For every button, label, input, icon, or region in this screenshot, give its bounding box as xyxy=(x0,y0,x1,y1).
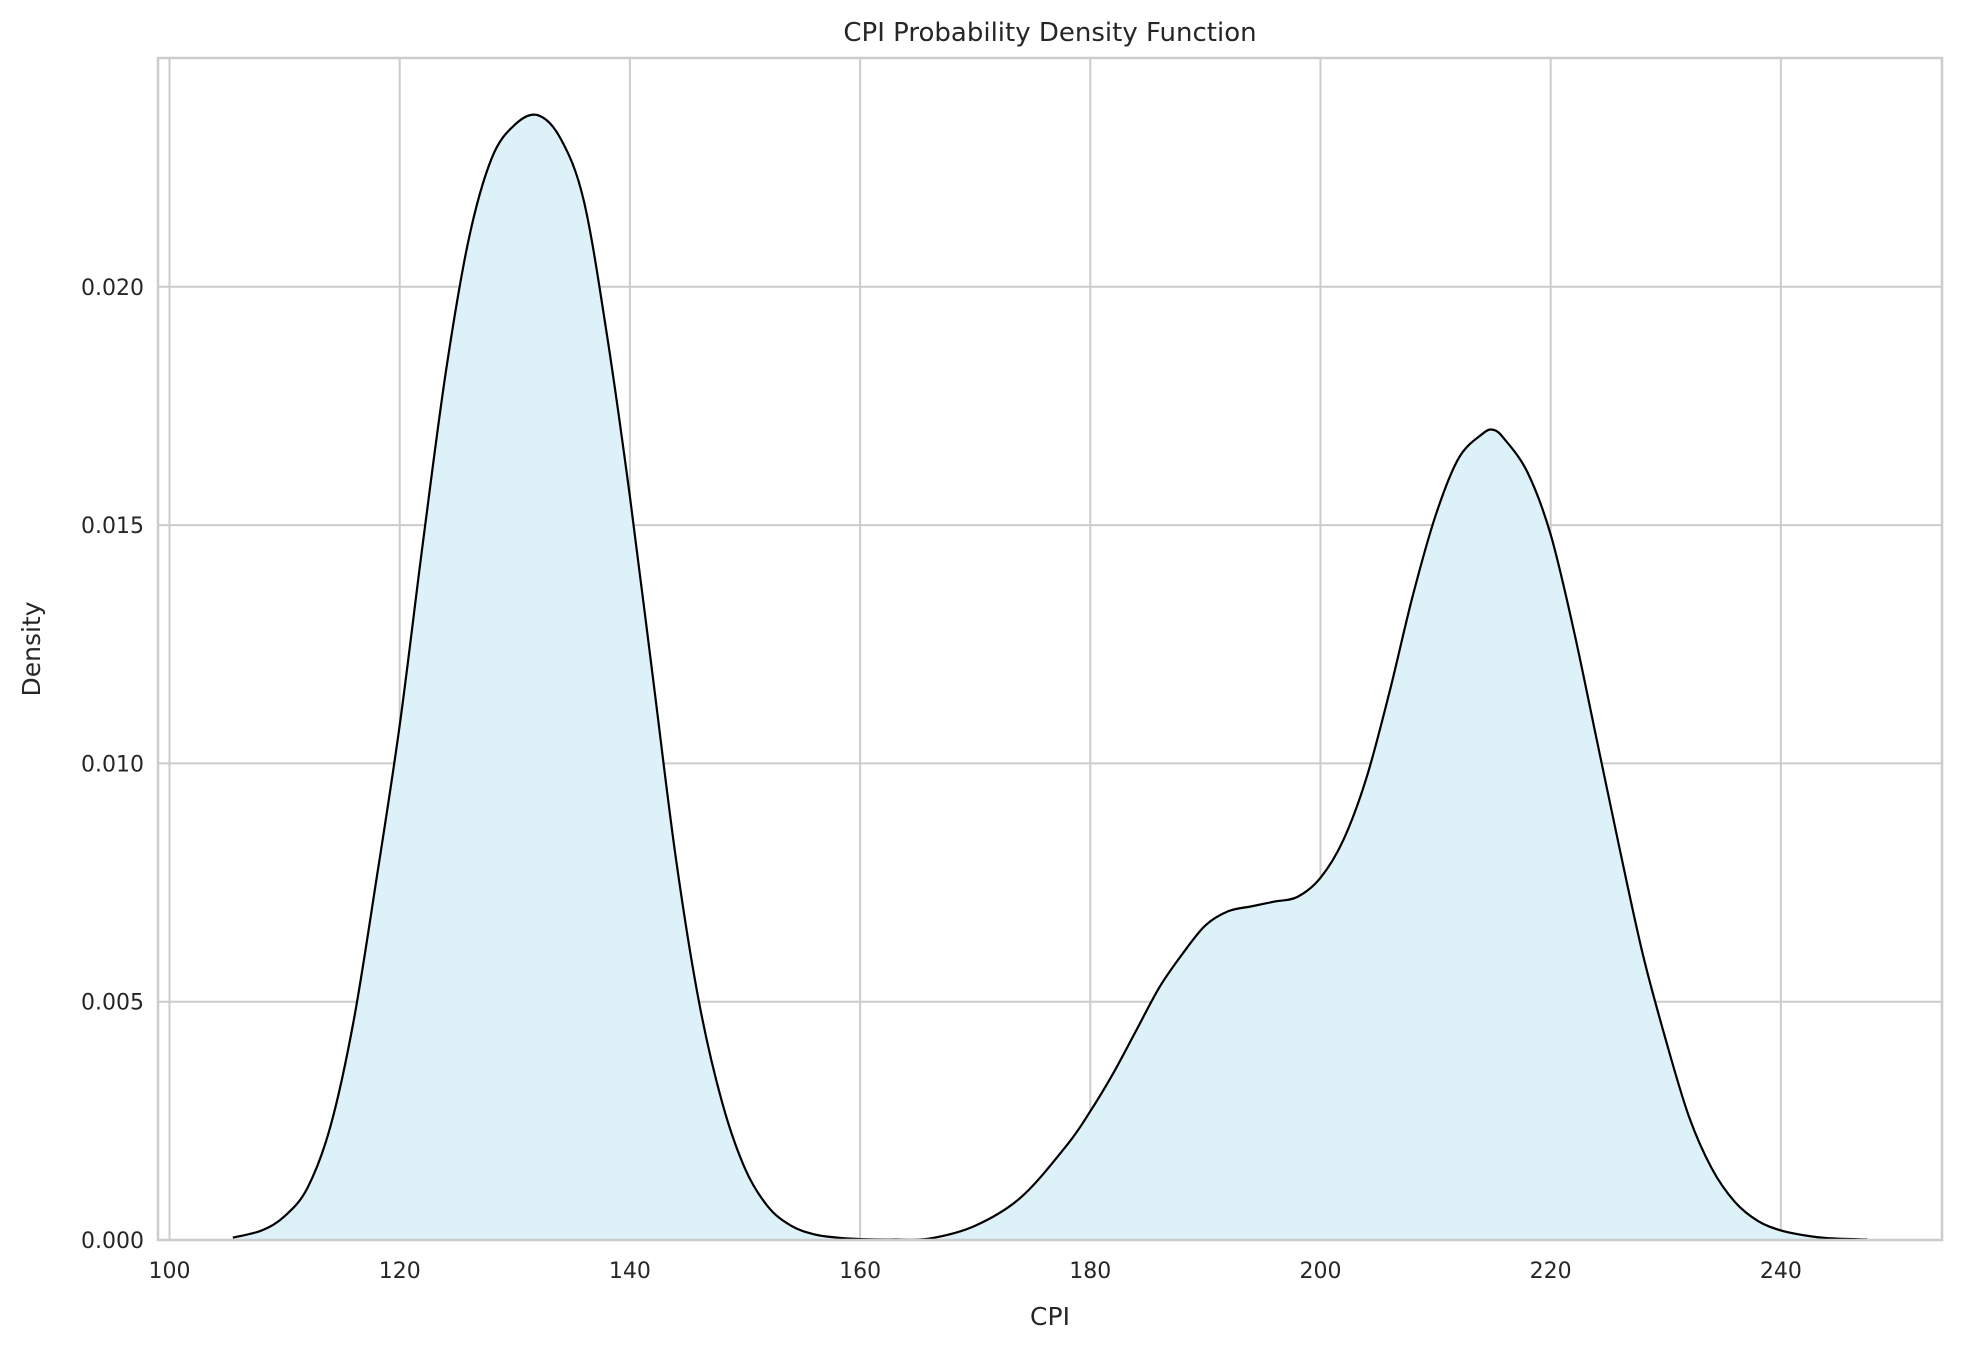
chart-title: CPI Probability Density Function xyxy=(843,18,1256,48)
x-tick-label: 160 xyxy=(839,1259,881,1284)
x-tick-label: 140 xyxy=(609,1259,651,1284)
x-tick-label: 240 xyxy=(1760,1259,1802,1284)
x-tick-labels: 100 120 140 160 180 200 220 240 xyxy=(149,1259,1802,1284)
x-axis-label: CPI xyxy=(1030,1302,1070,1331)
y-tick-label: 0.005 xyxy=(81,991,144,1016)
x-tick-label: 180 xyxy=(1069,1259,1111,1284)
plot-frame xyxy=(156,56,1944,1242)
y-tick-label: 0.010 xyxy=(81,752,144,777)
y-tick-labels: 0.000 0.005 0.010 0.015 0.020 xyxy=(81,276,144,1254)
density-area-layer xyxy=(232,113,1868,1241)
x-tick-label: 220 xyxy=(1530,1259,1572,1284)
x-tick-label: 100 xyxy=(149,1259,191,1284)
y-tick-label: 0.015 xyxy=(81,514,144,539)
y-tick-label: 0.000 xyxy=(81,1229,144,1254)
density-curve-line xyxy=(232,113,1868,1241)
y-tick-label: 0.020 xyxy=(81,276,144,301)
x-tick-label: 200 xyxy=(1299,1259,1341,1284)
y-axis-label: Density xyxy=(17,601,46,696)
x-tick-label: 120 xyxy=(379,1259,421,1284)
density-area-fill xyxy=(232,114,1868,1240)
